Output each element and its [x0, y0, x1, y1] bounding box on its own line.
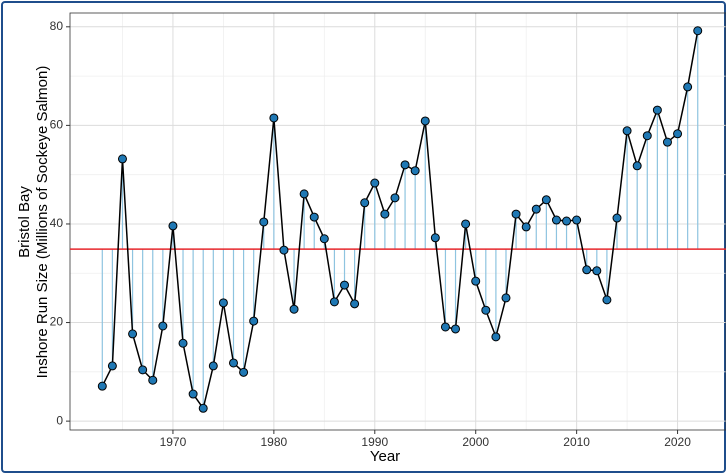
- point: [622, 126, 632, 136]
- x-tick-label: 2000: [462, 435, 489, 449]
- x-tick-label: 2010: [563, 435, 590, 449]
- y-axis-label: Bristol Bay: [16, 186, 33, 258]
- point: [329, 297, 339, 307]
- point: [551, 215, 561, 225]
- point: [440, 322, 450, 332]
- point: [370, 178, 380, 188]
- point: [582, 265, 592, 275]
- y-axis-label: Inshore Run Size (Millions of Sockeye Sa…: [34, 66, 51, 379]
- x-axis-label: Year: [370, 448, 400, 465]
- point: [350, 299, 360, 309]
- point: [259, 217, 269, 227]
- point: [683, 82, 693, 92]
- point: [652, 105, 662, 115]
- point: [380, 209, 390, 219]
- point: [208, 361, 218, 371]
- point: [511, 209, 521, 219]
- y-tick-label: 80: [50, 19, 64, 33]
- point: [562, 216, 572, 226]
- point: [481, 305, 491, 315]
- point: [289, 304, 299, 314]
- point: [400, 160, 410, 170]
- point: [107, 361, 117, 371]
- point: [521, 222, 531, 232]
- plot-border: [69, 12, 726, 431]
- point: [279, 245, 289, 255]
- point: [249, 316, 259, 326]
- point: [430, 233, 440, 243]
- point: [168, 221, 178, 231]
- point: [632, 161, 642, 171]
- point: [218, 298, 228, 308]
- point: [693, 26, 703, 36]
- y-tick-label: 40: [50, 216, 64, 230]
- point: [612, 213, 622, 223]
- point: [309, 212, 319, 222]
- point: [138, 365, 148, 375]
- point: [501, 293, 511, 303]
- y-tick-label: 0: [56, 413, 63, 427]
- point: [541, 195, 551, 205]
- point: [97, 381, 107, 391]
- point: [592, 266, 602, 276]
- point: [188, 389, 198, 399]
- x-tick-label: 1980: [261, 435, 288, 449]
- line: [101, 30, 699, 411]
- x-tick-label: 1990: [361, 435, 388, 449]
- point: [451, 324, 461, 334]
- point: [572, 215, 582, 225]
- point: [178, 338, 188, 348]
- point: [471, 276, 481, 286]
- point: [239, 367, 249, 377]
- x-tick-label: 2020: [664, 435, 691, 449]
- point: [461, 219, 471, 229]
- point: [299, 189, 309, 199]
- point: [340, 280, 350, 290]
- point: [360, 198, 370, 208]
- point: [228, 358, 238, 368]
- y-tick-label: 60: [50, 118, 64, 132]
- point: [148, 375, 158, 385]
- point: [319, 234, 329, 244]
- point: [128, 329, 138, 339]
- point: [420, 116, 430, 126]
- point: [662, 137, 672, 147]
- point: [602, 295, 612, 305]
- point: [390, 193, 400, 203]
- point: [158, 321, 168, 331]
- point: [491, 332, 501, 342]
- point: [642, 131, 652, 141]
- point: [117, 154, 127, 164]
- point: [198, 403, 208, 413]
- x-tick-label: 1970: [160, 435, 187, 449]
- point: [531, 204, 541, 214]
- point: [410, 166, 420, 176]
- point: [673, 129, 683, 139]
- point: [269, 113, 279, 123]
- y-tick-label: 20: [50, 315, 64, 329]
